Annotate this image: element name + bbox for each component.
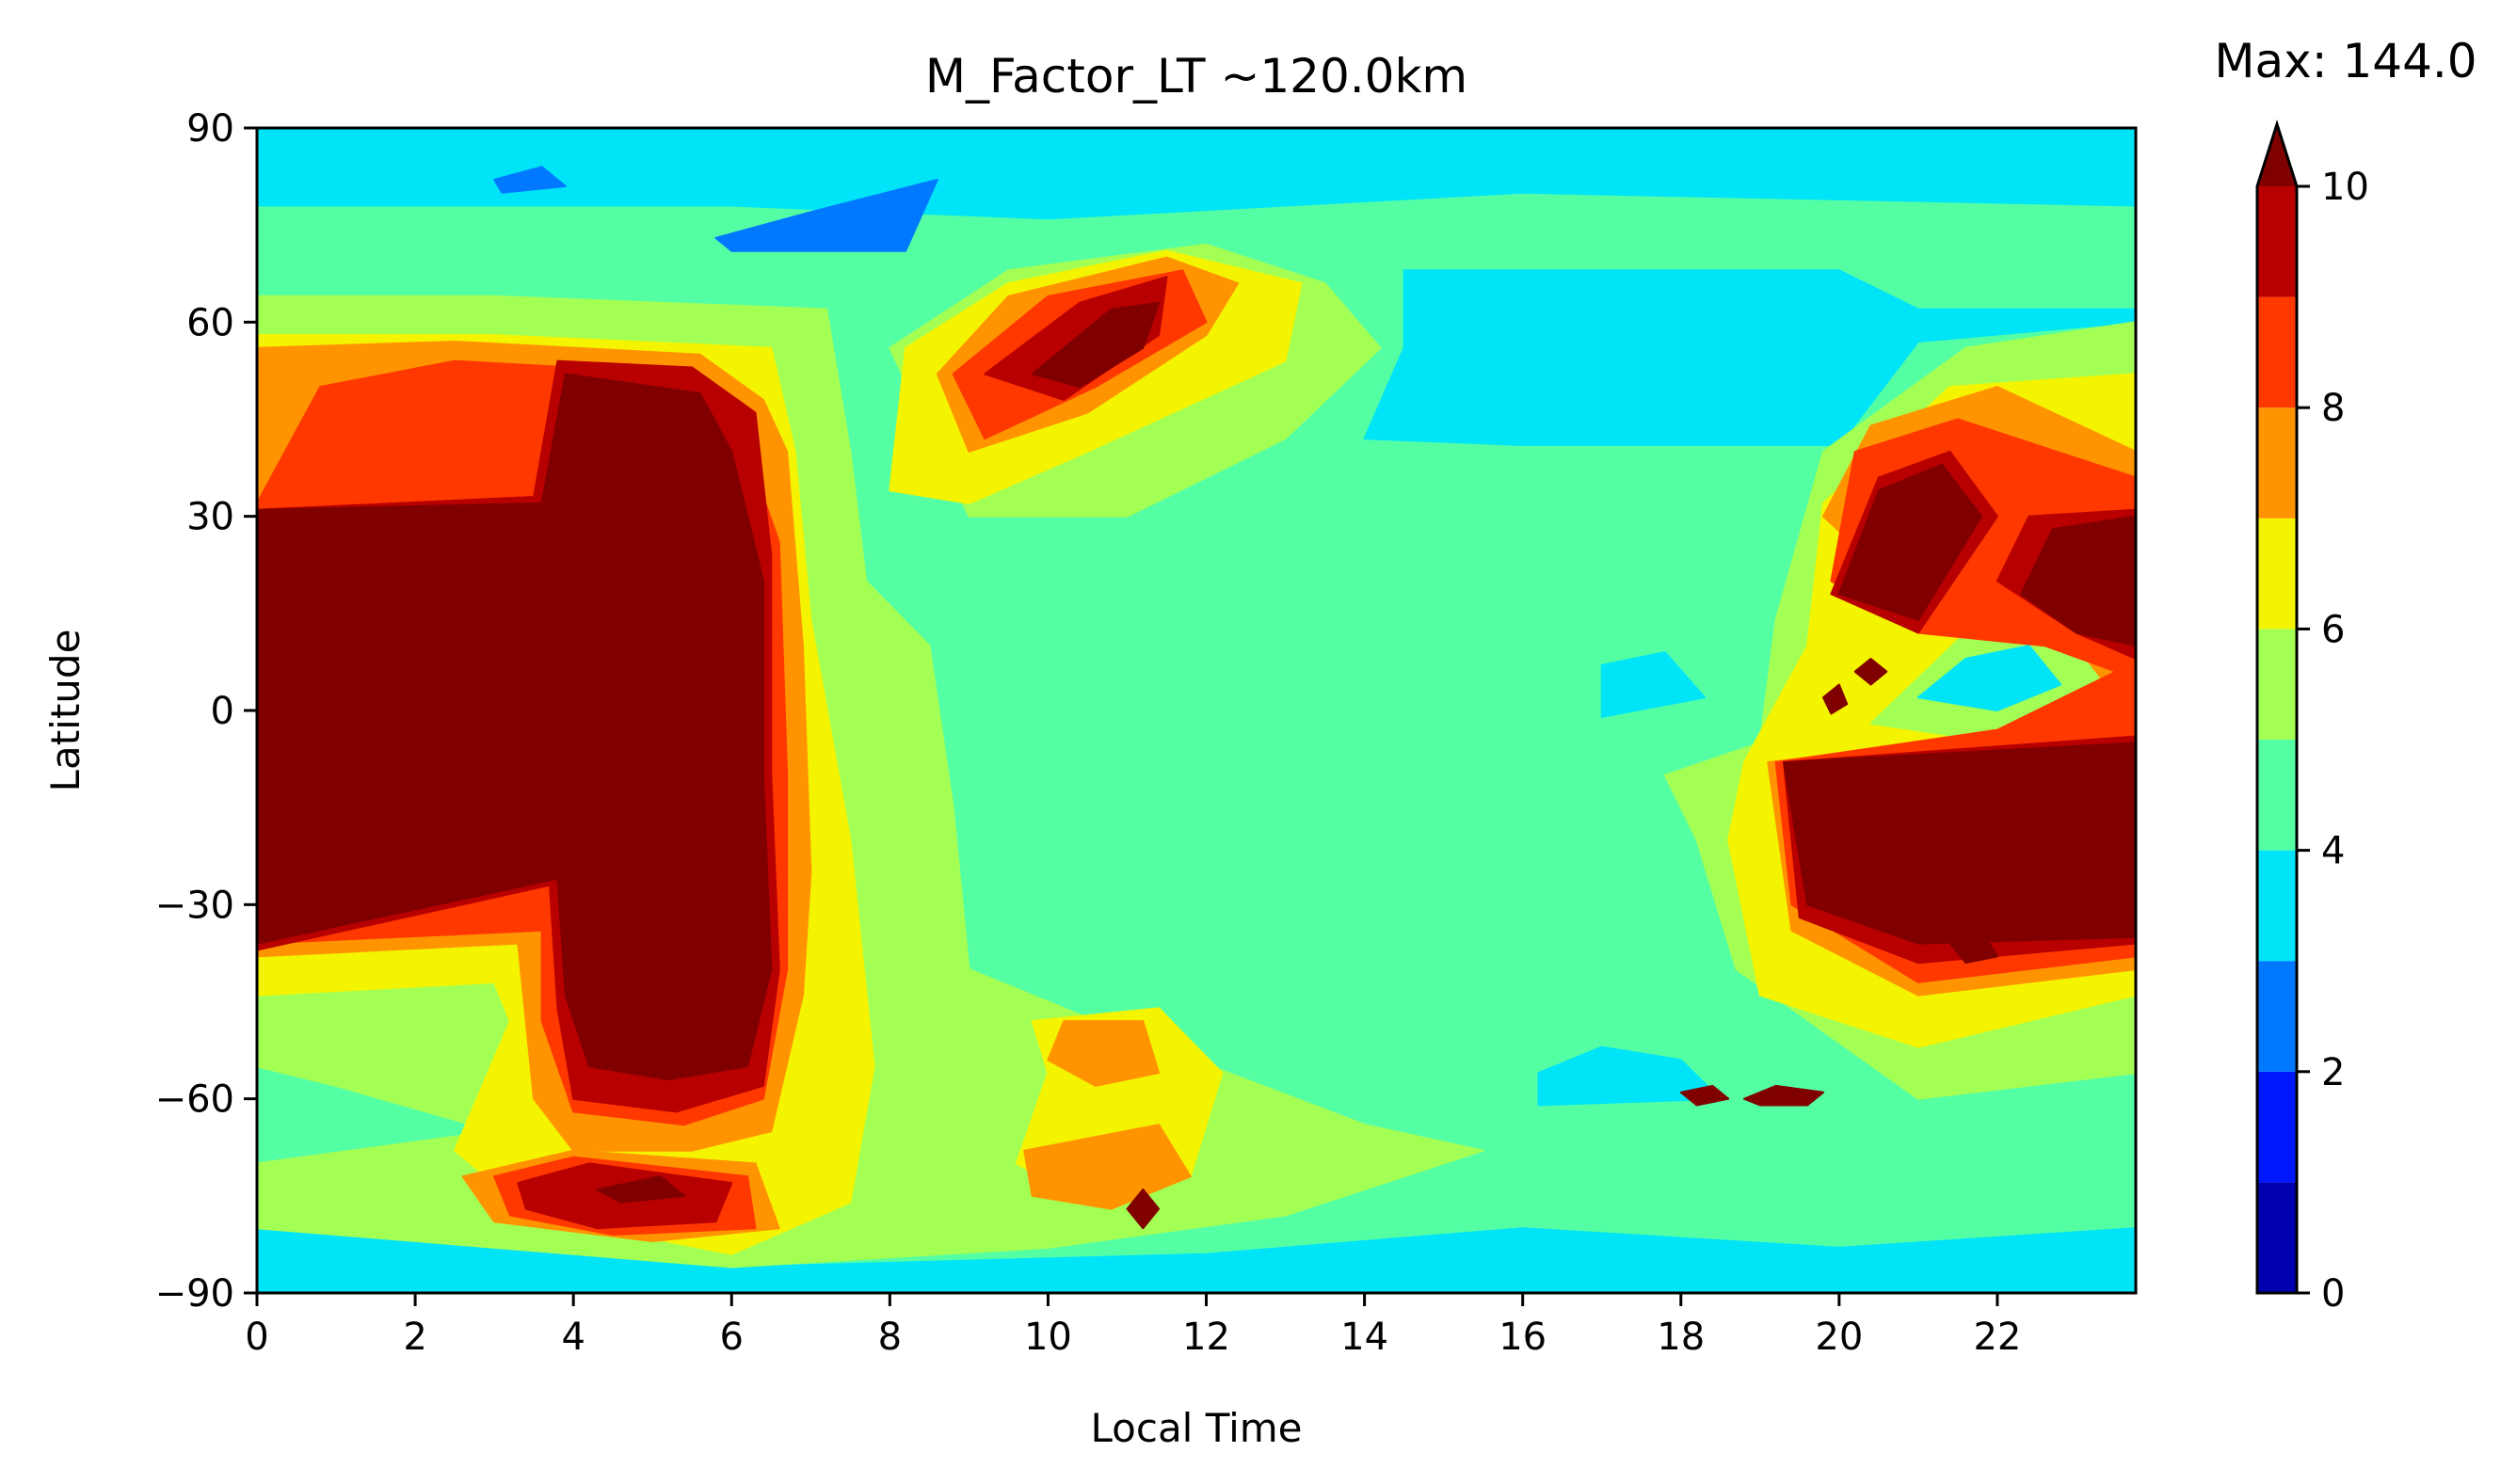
x-tick-label: 6 [720,1316,744,1359]
contour-region [493,166,567,194]
contour-region [1743,1084,1824,1107]
x-tick-label: 18 [1657,1316,1705,1359]
colorbar-tick-label: 2 [2321,1051,2345,1094]
colorbar-segment [2257,186,2297,297]
colorbar: 0 2 4 6 8 10 [2255,120,2369,1316]
colorbar-outline [2255,120,2299,1295]
colorbar-segment [2257,407,2297,519]
x-tick-label: 12 [1182,1316,1230,1359]
x-tick-label: 8 [878,1316,902,1359]
contour-region [1948,929,1998,965]
y-tick-label: −30 [155,884,234,927]
y-tick-label: −60 [155,1078,234,1122]
plot-area [257,128,2136,1293]
x-tick-label: 4 [561,1316,585,1359]
contour-region [257,128,2136,446]
x-axis-label: Local Time [1091,1405,1303,1451]
x-tick-label: 14 [1340,1316,1388,1359]
contour-region [1822,683,1849,715]
colorbar-segment [2257,740,2297,851]
chart-title: M_Factor_LT ~120.0km [925,49,1467,104]
colorbar-tick-label: 8 [2321,387,2345,430]
x-tick-label: 0 [245,1316,268,1359]
colorbar-segment [2257,629,2297,740]
x-axis: 0 2 4 6 8 10 12 14 16 18 20 22 [245,1293,2021,1359]
y-axis: 90 60 30 0 −30 −60 −90 [155,107,257,1316]
contour-region [257,128,2136,220]
colorbar-segment [2257,850,2297,962]
colorbar-extend-arrow [2257,124,2297,186]
contour-region [1783,742,2136,945]
contour-region [1126,1189,1161,1230]
contour-region [1600,651,1706,718]
contour-region [1853,658,1888,686]
contour-region [1047,1020,1161,1087]
y-tick-label: 90 [186,107,234,151]
x-tick-label: 22 [1973,1316,2021,1359]
y-axis-label: Latitude [42,630,88,792]
x-tick-label: 10 [1024,1316,1072,1359]
contour-region [1537,1045,1722,1107]
colorbar-tick-label: 10 [2321,166,2369,209]
colorbar-tick-label: 6 [2321,608,2345,651]
x-tick-label: 2 [403,1316,426,1359]
contour-region [1916,645,2062,711]
contour-region [596,1175,685,1204]
contour-region [2020,515,2136,647]
contour-region [257,373,773,1080]
y-tick-label: 60 [186,301,234,344]
colorbar-segment [2257,518,2297,630]
contour-region [1023,1124,1192,1210]
colorbar-segment [2257,1182,2297,1293]
y-tick-label: −90 [155,1272,234,1316]
colorbar-segment [2257,961,2297,1072]
colorbar-segment [2257,1071,2297,1183]
contour-region [1837,463,1983,621]
colorbar-max-label: Max: 144.0 [2214,34,2477,88]
x-tick-label: 16 [1499,1316,1547,1359]
colorbar-tick-label: 4 [2321,830,2345,873]
y-tick-label: 0 [211,690,234,733]
contour-region [714,179,938,252]
contour-region [1679,1084,1730,1107]
y-tick-label: 30 [186,496,234,539]
colorbar-tick-label: 0 [2321,1272,2345,1316]
colorbar-segment [2257,296,2297,408]
contour-region [1031,301,1161,389]
x-tick-label: 20 [1815,1316,1863,1359]
